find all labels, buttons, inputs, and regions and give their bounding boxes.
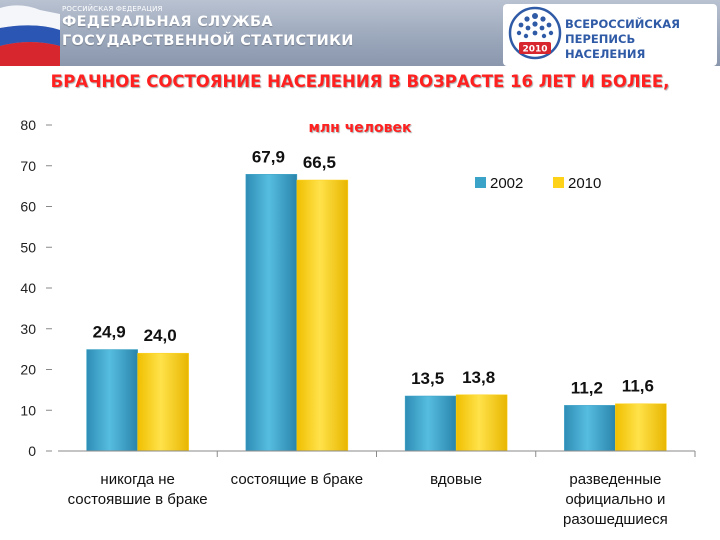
bar-2010 <box>455 394 508 452</box>
header-banner: РОССИЙСКАЯ ФЕДЕРАЦИЯ ФЕДЕРАЛЬНАЯ СЛУЖБА … <box>0 0 720 66</box>
bar-2010 <box>137 352 189 452</box>
y-tick-label: 80 <box>20 117 36 133</box>
y-tick-label: 70 <box>20 158 36 174</box>
data-label: 13,8 <box>462 368 495 387</box>
bar-2002 <box>86 349 138 452</box>
data-label: 67,9 <box>252 147 285 166</box>
category-label: разведенные <box>569 471 661 488</box>
census-emblem-icon: 2010 <box>508 6 562 60</box>
bar-2010 <box>615 403 667 452</box>
agency-name: РОССИЙСКАЯ ФЕДЕРАЦИЯ ФЕДЕРАЛЬНАЯ СЛУЖБА … <box>62 5 354 51</box>
category-label: состоявшие в браке <box>68 491 208 508</box>
y-tick-label: 20 <box>20 362 36 378</box>
agency-small-caption: РОССИЙСКАЯ ФЕДЕРАЦИЯ <box>62 5 163 13</box>
y-tick-label: 10 <box>20 402 36 418</box>
category-label: официально и <box>565 491 665 508</box>
category-label: никогда не <box>100 471 174 488</box>
census-logo: 2010 ВСЕРОССИЙСКАЯ ПЕРЕПИСЬ НАСЕЛЕНИЯ <box>503 4 717 66</box>
y-tick-label: 30 <box>20 321 36 337</box>
chart-title: БРАЧНОЕ СОСТОЯНИЕ НАСЕЛЕНИЯ В ВОЗРАСТЕ 1… <box>50 72 670 91</box>
legend-label: 2002 <box>490 175 523 192</box>
data-label: 24,0 <box>144 326 177 345</box>
chart-subtitle: млн человек <box>308 120 412 136</box>
data-label: 11,2 <box>571 378 603 397</box>
y-tick-label: 40 <box>20 280 36 296</box>
census-line-1: ВСЕРОССИЙСКАЯ <box>565 17 680 31</box>
data-label: 66,5 <box>303 153 336 172</box>
legend-label: 2010 <box>568 175 601 192</box>
census-title: ВСЕРОССИЙСКАЯ ПЕРЕПИСЬ НАСЕЛЕНИЯ <box>565 17 717 62</box>
data-label: 13,5 <box>411 369 444 388</box>
category-label: состоящие в браке <box>231 471 363 488</box>
legend-swatch-2010 <box>553 177 564 188</box>
agency-line-2: ГОСУДАРСТВЕННОЙ СТАТИСТИКИ <box>62 33 354 49</box>
legend-swatch-2002 <box>475 177 486 188</box>
data-label: 24,9 <box>93 323 126 342</box>
russian-flag-icon <box>0 0 60 66</box>
census-year-label: 2010 <box>522 45 547 55</box>
y-tick-label: 0 <box>28 443 36 459</box>
census-line-2: ПЕРЕПИСЬ НАСЕЛЕНИЯ <box>565 32 646 61</box>
y-tick-label: 50 <box>20 239 36 255</box>
bar-2002 <box>245 174 298 452</box>
agency-line-1: ФЕДЕРАЛЬНАЯ СЛУЖБА <box>62 14 273 30</box>
category-label: вдовые <box>430 471 482 488</box>
y-tick-label: 60 <box>20 199 36 215</box>
bar-2002 <box>404 395 457 452</box>
category-label: разошедшиеся <box>563 511 668 528</box>
data-label: 11,6 <box>622 377 654 396</box>
bar-2010 <box>296 179 349 452</box>
bar-2002 <box>564 405 616 452</box>
